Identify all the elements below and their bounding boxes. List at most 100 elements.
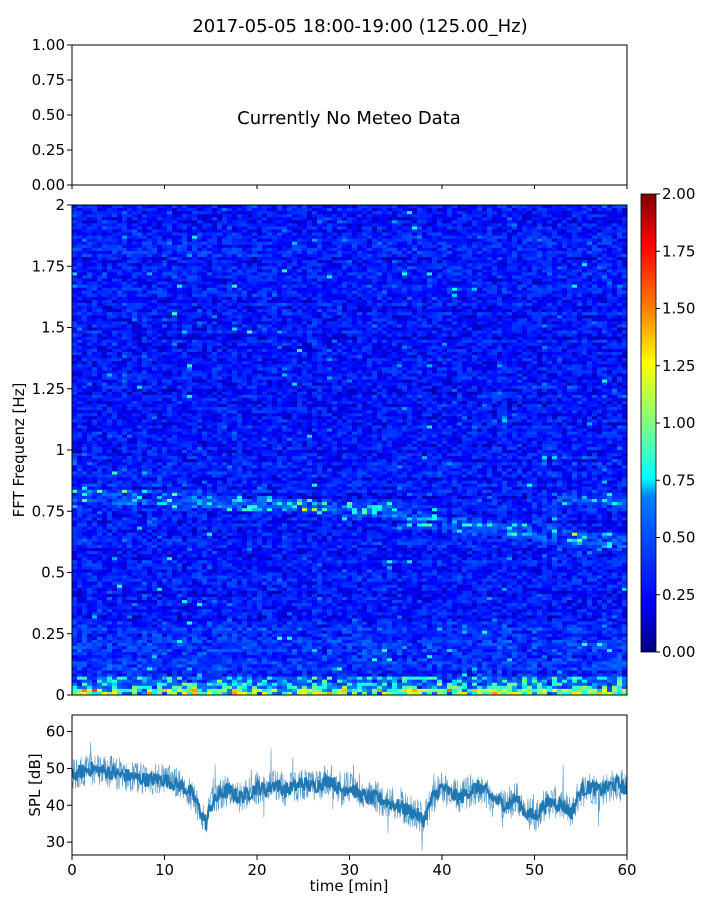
heatmap-cell	[142, 254, 148, 258]
heatmap-cell	[452, 293, 458, 298]
heatmap-cell	[232, 211, 238, 215]
heatmap-cell	[227, 309, 233, 313]
heatmap-cell	[72, 306, 78, 310]
heatmap-cell	[167, 330, 173, 334]
heatmap-cell	[367, 293, 373, 298]
heatmap-cell	[447, 208, 453, 212]
heatmap-cell	[437, 309, 443, 313]
heatmap-cell	[347, 339, 353, 344]
heatmap-cell	[507, 223, 513, 227]
heatmap-cell	[262, 339, 268, 344]
heatmap-cell	[502, 260, 508, 264]
heatmap-cell	[217, 330, 223, 334]
heatmap-cell	[357, 229, 363, 233]
heatmap-cell	[207, 220, 213, 224]
meteo-x-ticks	[71, 185, 628, 189]
heatmap-cell	[577, 208, 583, 212]
heatmap-cell	[247, 287, 253, 292]
heatmap-cell	[612, 327, 618, 331]
heatmap-cell	[347, 330, 353, 334]
heatmap-cell	[447, 330, 453, 334]
heatmap-cell	[182, 217, 188, 221]
heatmap-cell	[297, 315, 303, 319]
heatmap-cell	[322, 254, 328, 258]
heatmap-cell	[507, 315, 513, 319]
heatmap-cell	[432, 214, 438, 218]
heatmap-cell	[267, 287, 273, 292]
heatmap-cell	[252, 290, 258, 295]
heatmap-cell	[307, 208, 313, 212]
heatmap-cell	[472, 205, 478, 209]
heatmap-cell	[452, 324, 458, 328]
heatmap-cell	[417, 318, 423, 322]
heatmap-cell	[182, 257, 188, 261]
heatmap-cell	[302, 229, 308, 233]
heatmap-cell	[357, 244, 363, 249]
heatmap-cell	[492, 333, 498, 337]
heatmap-cell	[282, 327, 288, 331]
heatmap-cell	[72, 244, 78, 249]
heatmap-cell	[102, 226, 108, 230]
heatmap-cell	[242, 309, 248, 313]
heatmap-cell	[407, 217, 413, 221]
heatmap-cell	[132, 296, 138, 301]
heatmap-cell	[527, 241, 533, 246]
heatmap-cell	[362, 284, 368, 288]
heatmap-cell	[242, 306, 248, 310]
heatmap-cell	[607, 303, 613, 307]
heatmap-cell	[612, 284, 618, 288]
heatmap-cell	[162, 281, 168, 285]
heatmap-cell	[402, 269, 408, 273]
heatmap-cell	[182, 263, 188, 267]
heatmap-cell	[207, 275, 213, 279]
heatmap-cell	[142, 266, 148, 270]
heatmap-cell	[372, 296, 378, 301]
heatmap-cell	[82, 336, 88, 341]
heatmap-cell	[282, 312, 288, 316]
heatmap-cell	[112, 244, 118, 249]
heatmap-cell	[127, 250, 133, 255]
heatmap-cell	[242, 272, 248, 276]
heatmap-cell	[412, 336, 418, 341]
heatmap-cell	[327, 330, 333, 334]
heatmap-cell	[72, 241, 78, 246]
heatmap-cell	[247, 254, 253, 258]
heatmap-cell	[612, 247, 618, 252]
heatmap-cell	[437, 263, 443, 267]
heatmap-cell	[247, 299, 253, 304]
heatmap-cell	[527, 238, 533, 243]
heatmap-cell	[142, 257, 148, 261]
heatmap-cell	[77, 318, 83, 322]
heatmap-cell	[442, 330, 448, 334]
heatmap-cell	[392, 260, 398, 264]
heatmap-cell	[497, 303, 503, 307]
heatmap-cell	[132, 226, 138, 230]
heatmap-cell	[217, 263, 223, 267]
heatmap-cell	[127, 336, 133, 341]
heatmap-cell	[417, 254, 423, 258]
heatmap-cell	[577, 296, 583, 301]
heatmap-cell	[127, 232, 133, 236]
heatmap-cell	[412, 299, 418, 304]
heatmap-cell	[422, 290, 428, 295]
heatmap-cell	[137, 254, 143, 258]
heatmap-cell	[207, 229, 213, 233]
heatmap-cell	[147, 312, 153, 316]
heatmap-cell	[102, 263, 108, 267]
heatmap-cell	[487, 254, 493, 258]
heatmap-cell	[462, 217, 468, 221]
heatmap-cell	[152, 220, 158, 224]
heatmap-cell	[112, 254, 118, 258]
heatmap-cell	[537, 290, 543, 295]
heatmap-cell	[547, 260, 553, 264]
heatmap-cell	[122, 266, 128, 270]
heatmap-cell	[392, 272, 398, 276]
heatmap-cell	[197, 208, 203, 212]
heatmap-cell	[427, 266, 433, 270]
heatmap-cell	[422, 235, 428, 239]
heatmap-cell	[117, 272, 123, 276]
heatmap-cell	[237, 278, 243, 282]
heatmap-cell	[242, 254, 248, 258]
heatmap-cell	[197, 229, 203, 233]
heatmap-cell	[577, 235, 583, 239]
